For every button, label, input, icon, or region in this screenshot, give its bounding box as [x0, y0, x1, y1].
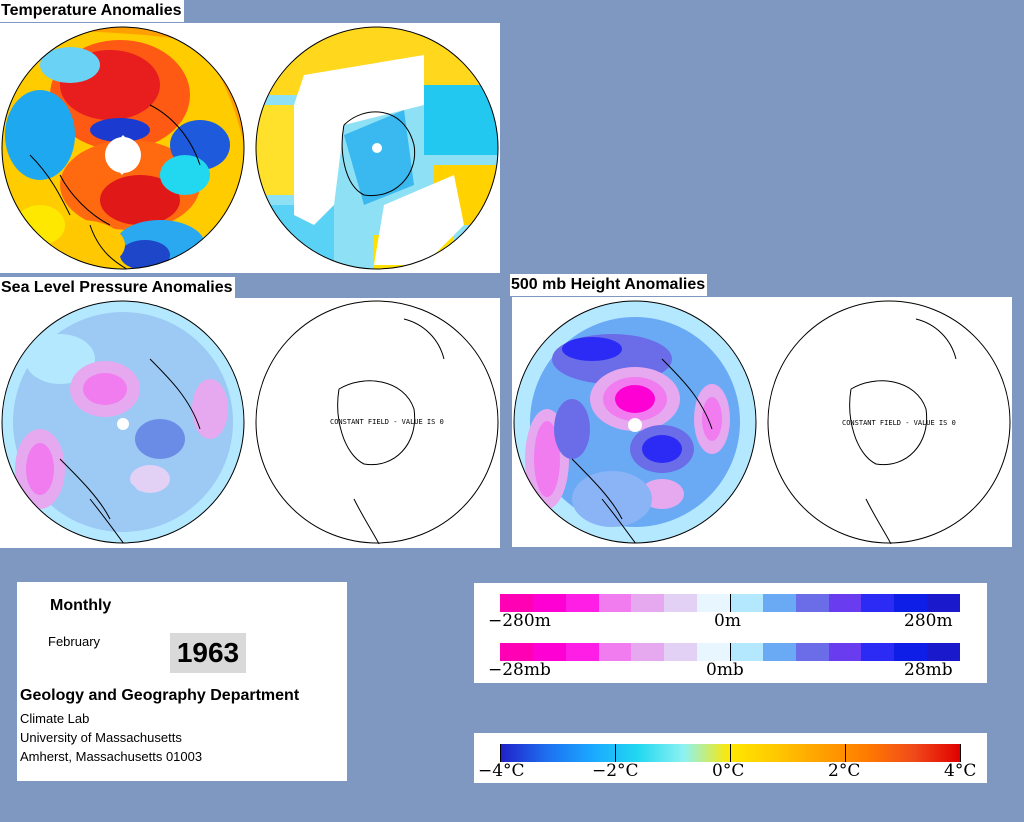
pressure-swatch-2 — [565, 643, 599, 661]
pressure-swatch-3 — [598, 643, 632, 661]
temperature-map-south — [255, 26, 499, 270]
temp-tick-1 — [615, 744, 616, 762]
pressure-zero-tick — [730, 643, 731, 661]
temp-scale-label-3: 2°C — [828, 761, 861, 781]
pressure-swatch-12 — [894, 643, 928, 661]
temp-scale-label-4: 4°C — [944, 761, 977, 781]
pressure-swatch-9 — [795, 643, 829, 661]
height500-constant-field-label: CONSTANT FIELD - VALUE IS 0 — [842, 419, 956, 427]
height500-panel: CONSTANT FIELD - VALUE IS 0 — [512, 297, 1012, 547]
pressure-swatch-11 — [861, 643, 895, 661]
height-scale-mid: 0m — [714, 611, 741, 631]
height-swatch-6 — [697, 594, 731, 612]
height-swatch-5 — [664, 594, 698, 612]
slp-title: Sea Level Pressure Anomalies — [0, 277, 235, 299]
height-swatch-1 — [532, 594, 566, 612]
height-swatch-2 — [565, 594, 599, 612]
slp-map-north — [1, 300, 245, 544]
department-label: Geology and Geography Department — [20, 687, 300, 704]
slp-panel: CONSTANT FIELD - VALUE IS 0 — [0, 298, 500, 548]
temp-tick-3 — [845, 744, 846, 762]
height-swatch-11 — [861, 594, 895, 612]
info-box: Monthly February 1963 Geology and Geogra… — [17, 582, 347, 781]
year-label: 1963 — [170, 633, 246, 673]
temperature-color-bar — [500, 744, 961, 762]
temp-scale-label-2: 0°C — [712, 761, 745, 781]
address-label: Amherst, Massachusetts 01003 — [20, 749, 203, 764]
pressure-scale-min: −28mb — [488, 660, 551, 680]
pressure-scale-mid: 0mb — [706, 660, 744, 680]
height-swatch-9 — [795, 594, 829, 612]
pressure-swatch-6 — [697, 643, 731, 661]
height500-map-north — [513, 300, 757, 544]
temp-tick-0 — [500, 744, 501, 762]
lab-label: Climate Lab — [20, 711, 90, 726]
height-swatch-4 — [631, 594, 665, 612]
pressure-swatch-0 — [500, 643, 533, 661]
pressure-swatch-1 — [532, 643, 566, 661]
temperature-title: Temperature Anomalies — [0, 0, 184, 22]
height-swatch-8 — [762, 594, 796, 612]
temp-tick-2 — [730, 744, 731, 762]
pressure-scale-max: 28mb — [904, 660, 953, 680]
period-label: Monthly — [50, 597, 112, 614]
height-pressure-legend: −280m 0m 280m −28mb 0mb 28mb — [474, 583, 987, 683]
height-swatch-12 — [894, 594, 928, 612]
height500-map-south — [767, 300, 1011, 545]
pressure-swatch-4 — [631, 643, 665, 661]
pressure-swatch-10 — [828, 643, 862, 661]
height-color-bar — [500, 594, 961, 612]
temp-tick-4 — [960, 744, 961, 762]
temp-scale-label-1: −2°C — [592, 761, 639, 781]
pressure-swatch-8 — [762, 643, 796, 661]
month-label: February — [48, 634, 101, 649]
temperature-legend: −4°C −2°C 0°C 2°C 4°C — [474, 733, 987, 783]
pressure-swatch-7 — [730, 643, 763, 661]
slp-map-south — [255, 300, 499, 545]
height-swatch-0 — [500, 594, 533, 612]
height-swatch-13 — [927, 594, 961, 612]
slp-constant-field-label: CONSTANT FIELD - VALUE IS 0 — [330, 418, 444, 426]
temp-scale-label-0: −4°C — [478, 761, 525, 781]
height-scale-max: 280m — [904, 611, 953, 631]
height-swatch-7 — [730, 594, 763, 612]
height-swatch-10 — [828, 594, 862, 612]
height500-title: 500 mb Height Anomalies — [510, 274, 708, 296]
height-scale-min: −280m — [488, 611, 551, 631]
pressure-swatch-5 — [664, 643, 698, 661]
temperature-panel — [0, 23, 500, 273]
university-label: University of Massachusetts — [20, 730, 182, 745]
height-swatch-3 — [598, 594, 632, 612]
temperature-map-north — [1, 26, 245, 270]
pressure-swatch-13 — [927, 643, 961, 661]
height-zero-tick — [730, 594, 731, 612]
pressure-color-bar — [500, 643, 961, 661]
